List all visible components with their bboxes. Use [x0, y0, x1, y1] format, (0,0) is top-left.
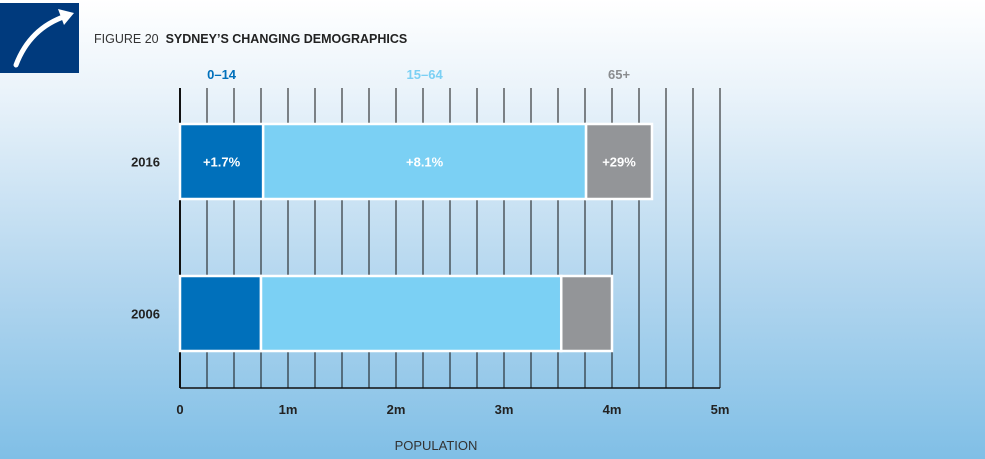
bar-segment: [559, 274, 614, 353]
data-label: +29%: [602, 155, 636, 170]
bar-segment: [178, 122, 265, 201]
arrow-logo-icon: [0, 3, 79, 73]
bar-segment: [259, 274, 563, 353]
bar-segment: [178, 274, 263, 353]
title-text: SYDNEY’S CHANGING DEMOGRAPHICS: [165, 32, 408, 46]
data-label: +1.7%: [203, 155, 241, 170]
figure-title: FIGURE 20 SYDNEY’S CHANGING DEMOGRAPHICS: [94, 32, 407, 46]
x-tick-label: 5m: [711, 402, 730, 417]
x-tick-label: 2m: [387, 402, 406, 417]
bar-segment: [584, 122, 654, 201]
legend-label: 65+: [608, 67, 630, 82]
figure-label: FIGURE 20: [94, 32, 159, 46]
category-label: 2006: [131, 307, 160, 322]
x-tick-label: 1m: [279, 402, 298, 417]
legend-label: 15–64: [407, 67, 444, 82]
data-label: +8.1%: [406, 155, 444, 170]
x-axis-label: POPULATION: [395, 438, 478, 453]
legend-label: 0–14: [207, 67, 237, 82]
category-label: 2016: [131, 155, 160, 170]
x-tick-label: 3m: [495, 402, 514, 417]
bar-segment: [261, 122, 588, 201]
x-tick-label: 0: [176, 402, 183, 417]
x-tick-label: 4m: [603, 402, 622, 417]
